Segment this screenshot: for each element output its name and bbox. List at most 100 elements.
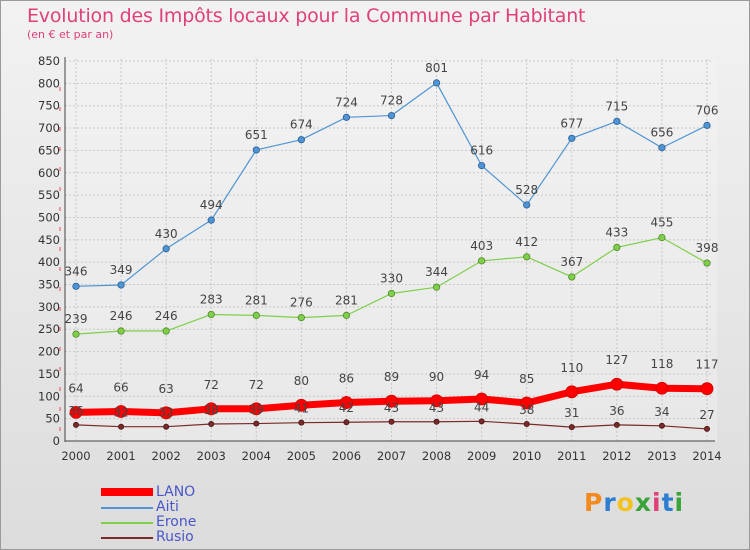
legend-swatch-erone [101, 522, 153, 524]
x-tick-label: 2004 [242, 449, 271, 463]
legend-label-erone: Erone [156, 514, 197, 530]
axes: 0 50 100 150 200 250 300 350 400 450 500 550 600 650 7… [38, 54, 722, 463]
data-point-aiti [207, 216, 215, 224]
data-label-lano: 72 [204, 378, 219, 392]
y-tick-label: 100 [38, 389, 60, 403]
data-label-lano: 117 [696, 358, 719, 372]
logo-letter: i [674, 488, 685, 517]
data-point-erone [613, 243, 621, 252]
data-label-aiti: 616 [470, 144, 493, 158]
x-tick-label: 2009 [467, 449, 496, 463]
data-point-erone [342, 311, 351, 319]
data-label-aiti: 346 [65, 264, 88, 278]
data-point-aiti [523, 201, 531, 209]
data-label-rusio: 36 [68, 404, 83, 418]
y-tick-label: 850 [38, 54, 60, 68]
data-label-rusio: 38 [519, 403, 534, 417]
y-tick-label: 150 [38, 367, 60, 381]
data-point-lano [294, 398, 308, 412]
data-point-rusio [478, 418, 485, 425]
data-label-rusio: 32 [159, 406, 174, 420]
data-point-aiti [613, 117, 621, 125]
legend-label-aiti: Aiti [156, 499, 179, 515]
data-point-aiti [117, 281, 125, 289]
data-point-rusio [253, 420, 260, 427]
y-tick-label: 400 [38, 255, 60, 269]
data-point-rusio [118, 423, 125, 430]
data-point-rusio [433, 418, 440, 425]
data-point-lano [520, 396, 534, 410]
data-point-rusio [208, 421, 215, 428]
x-tick-label: 2012 [602, 449, 631, 463]
data-point-erone [162, 327, 170, 335]
data-point-aiti [252, 146, 260, 154]
series-layer [69, 79, 714, 432]
grid [65, 59, 717, 442]
y-tick-label: 200 [38, 345, 60, 359]
plot-background [65, 59, 717, 441]
x-tick-label: 2003 [197, 449, 226, 463]
data-point-erone [432, 283, 441, 291]
y-tick-label: 600 [38, 166, 60, 180]
data-label-erone: 403 [470, 239, 493, 253]
data-point-rusio [658, 422, 665, 429]
logo-letter: i [652, 488, 662, 517]
logo-letter: P [584, 488, 604, 517]
data-point-lano [475, 392, 489, 406]
data-label-aiti: 801 [425, 61, 448, 75]
x-tick-label: 2002 [152, 449, 181, 463]
data-label-aiti: 651 [245, 128, 268, 142]
data-label-rusio: 44 [474, 400, 489, 414]
y-tick-label: 350 [38, 278, 60, 292]
data-label-erone: 283 [200, 292, 223, 306]
x-tick-label: 2007 [377, 449, 406, 463]
data-point-aiti [703, 121, 711, 129]
data-label-lano: 64 [68, 381, 83, 395]
data-point-erone [207, 310, 215, 319]
logo-letter: x [634, 488, 652, 517]
data-point-lano [114, 405, 128, 418]
x-tick-label: 2008 [422, 449, 451, 463]
data-label-rusio: 41 [294, 402, 309, 416]
data-label-rusio: 31 [564, 406, 579, 420]
data-label-lano: 94 [474, 368, 489, 382]
legend-swatch-rusio [101, 537, 153, 539]
y-tick-label: 0 [53, 434, 60, 448]
data-label-lano: 110 [560, 361, 583, 375]
data-label-erone: 246 [155, 309, 178, 323]
data-label-rusio: 38 [204, 403, 219, 417]
data-label-erone: 246 [110, 309, 133, 323]
data-point-aiti [568, 134, 576, 142]
x-tick-label: 2011 [557, 449, 586, 463]
legend-label-lano: LANO [156, 484, 196, 500]
data-label-lano: 85 [519, 372, 534, 386]
data-label-rusio: 34 [654, 405, 669, 419]
data-label-lano: 80 [294, 374, 309, 388]
data-label-erone: 412 [515, 235, 538, 249]
x-tick-label: 2005 [287, 449, 316, 463]
data-point-rusio [568, 424, 575, 431]
x-tick-label: 2000 [61, 449, 90, 463]
data-point-erone [478, 257, 486, 265]
data-label-erone: 281 [245, 293, 268, 307]
data-label-rusio: 27 [699, 408, 714, 422]
data-label-aiti: 677 [560, 116, 583, 130]
data-point-rusio [704, 425, 711, 432]
x-tick-label: 2001 [106, 449, 135, 463]
data-point-erone [703, 259, 711, 267]
data-point-aiti [387, 111, 396, 120]
data-label-erone: 433 [605, 225, 628, 239]
chart-title: Evolution des Impôts locaux pour la Comm… [27, 5, 586, 27]
data-label-lano: 90 [429, 370, 444, 384]
data-label-erone: 398 [696, 241, 719, 255]
logo-letter: t [661, 488, 675, 517]
data-label-rusio: 36 [609, 404, 624, 418]
data-point-rusio [163, 423, 170, 430]
proxiti-logo: Proxiti [584, 488, 684, 517]
data-label-erone: 367 [560, 255, 583, 269]
data-point-aiti [342, 113, 351, 121]
data-point-aiti [297, 136, 305, 144]
data-label-aiti: 656 [650, 126, 673, 140]
y-tick-label: 650 [38, 143, 60, 157]
